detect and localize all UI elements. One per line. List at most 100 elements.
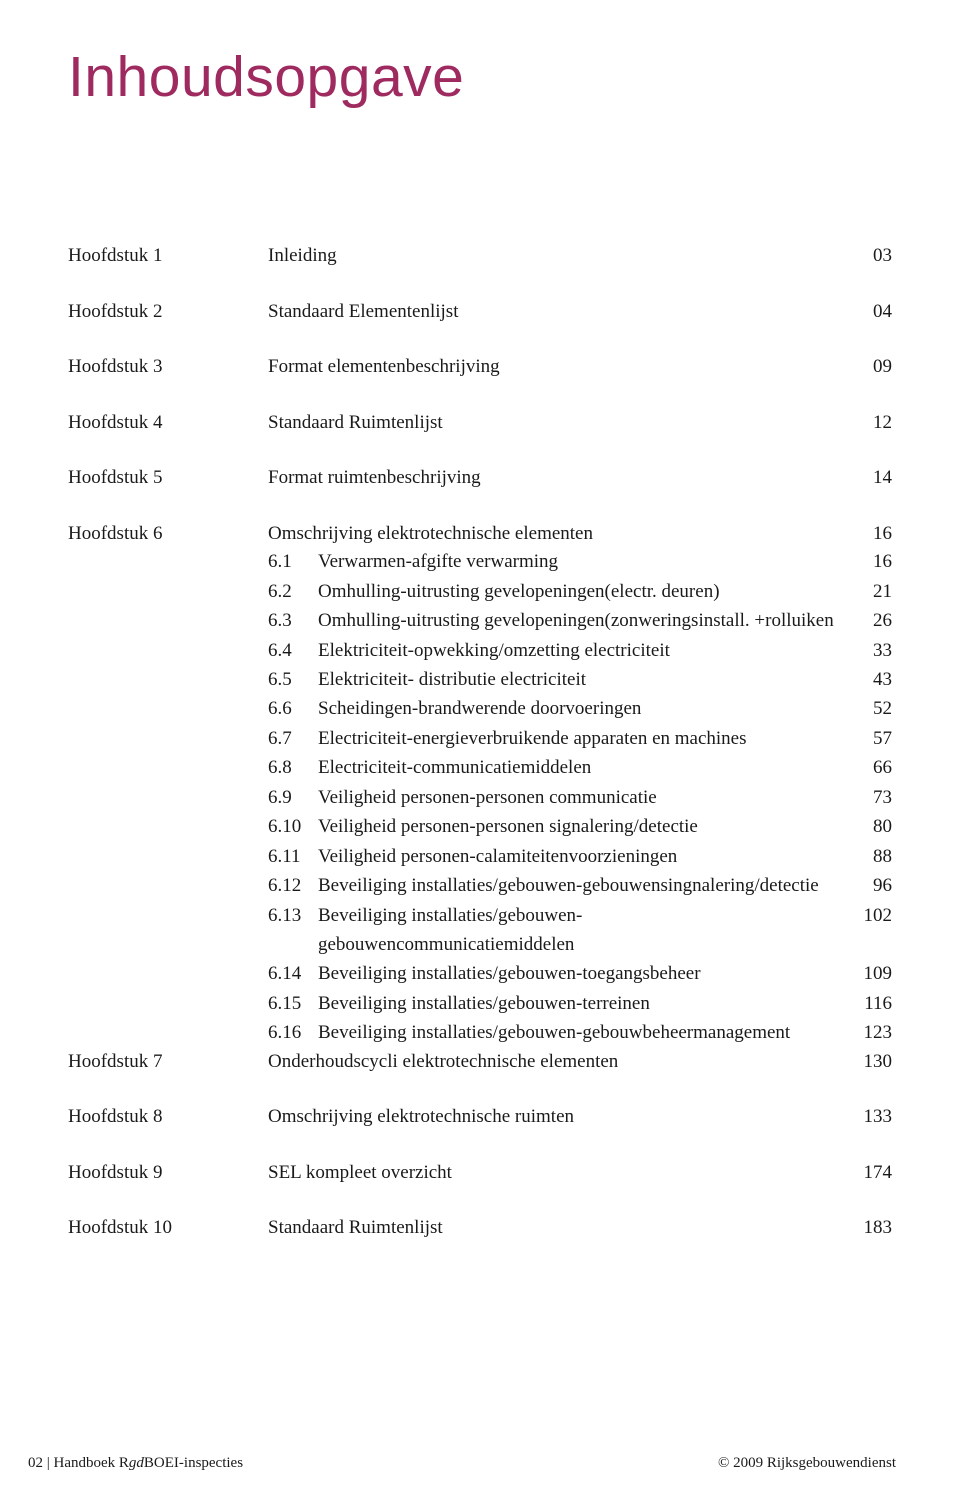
sub-title: Elektriciteit- distributie electriciteit: [318, 665, 836, 694]
toc-subrow: 6.8Electriciteit-communicatiemiddelen 66: [68, 753, 892, 782]
sub-title: Electriciteit-communicatiemiddelen: [318, 753, 836, 782]
sub-page: 123: [836, 1018, 892, 1047]
table-of-contents: Hoofdstuk 1 Inleiding 03 Hoofdstuk 2 Sta…: [68, 242, 892, 1242]
sub-title: Verwarmen-afgifte verwarming: [318, 547, 836, 576]
sub-number: 6.5: [268, 665, 318, 694]
chapter-title: Inleiding: [268, 242, 836, 270]
sub-title: Veiligheid personen-personen communicati…: [318, 783, 836, 812]
sub-page: 96: [836, 871, 892, 900]
sub-number: 6.14: [268, 959, 318, 988]
toc-row: Hoofdstuk 2 Standaard Elementenlijst 04: [68, 298, 892, 326]
chapter-title: Standaard Ruimtenlijst: [268, 409, 836, 437]
toc-row: Hoofdstuk 6 Omschrijving elektrotechnisc…: [68, 520, 892, 548]
sub-title: Elektriciteit-opwekking/omzetting electr…: [318, 636, 836, 665]
sub-page: 88: [836, 842, 892, 871]
chapter-title: Format elementenbeschrijving: [268, 353, 836, 381]
chapter-page: 133: [836, 1103, 892, 1131]
sub-title: Beveiliging installaties/gebouwen-gebouw…: [318, 1018, 836, 1047]
chapter-label: Hoofdstuk 2: [68, 298, 268, 326]
sub-title: Omhulling-uitrusting gevelopeningen(zonw…: [318, 606, 836, 635]
footer-left-prefix: 02 | Handboek R: [28, 1455, 129, 1471]
sub-number: 6.2: [268, 577, 318, 606]
toc-subrow: 6.7Electriciteit-energieverbruikende app…: [68, 724, 892, 753]
toc-row: Hoofdstuk 5 Format ruimtenbeschrijving 1…: [68, 464, 892, 492]
chapter-title: Onderhoudscycli elektrotechnische elemen…: [268, 1048, 836, 1076]
toc-subrow: 6.4Elektriciteit-opwekking/omzetting ele…: [68, 636, 892, 665]
sub-title: Electriciteit-energieverbruikende appara…: [318, 724, 836, 753]
sub-number: 6.8: [268, 753, 318, 782]
chapter-page: 16: [836, 520, 892, 548]
chapter-page: 12: [836, 409, 892, 437]
toc-row: Hoofdstuk 9 SEL kompleet overzicht 174: [68, 1159, 892, 1187]
sub-number: 6.15: [268, 989, 318, 1018]
chapter-title: Omschrijving elektrotechnische ruimten: [268, 1103, 836, 1131]
chapter-label: Hoofdstuk 5: [68, 464, 268, 492]
toc-subrow: 6.1Verwarmen-afgifte verwarming 16: [68, 547, 892, 576]
sub-page: 66: [836, 753, 892, 782]
chapter-label: Hoofdstuk 1: [68, 242, 268, 270]
toc-subrow: 6.16Beveiliging installaties/gebouwen-ge…: [68, 1018, 892, 1047]
page-title: Inhoudsopgave: [68, 44, 892, 110]
sub-title: Veiligheid personen-calamiteitenvoorzien…: [318, 842, 836, 871]
sub-title: Beveiliging installaties/gebouwen-gebouw…: [318, 901, 836, 960]
chapter-label: Hoofdstuk 10: [68, 1214, 268, 1242]
sub-number: 6.9: [268, 783, 318, 812]
chapter-page: 183: [836, 1214, 892, 1242]
sub-page: 109: [836, 959, 892, 988]
sub-title: Veiligheid personen-personen signalering…: [318, 812, 836, 841]
sub-number: 6.12: [268, 871, 318, 900]
toc-subrow: 6.5Elektriciteit- distributie electricit…: [68, 665, 892, 694]
sub-title: Beveiliging installaties/gebouwen-toegan…: [318, 959, 836, 988]
toc-subrow: 6.12Beveiliging installaties/gebouwen-ge…: [68, 871, 892, 900]
sub-page: 116: [836, 989, 892, 1018]
footer-left-suffix: BOEI-inspecties: [144, 1455, 243, 1471]
sub-number: 6.3: [268, 606, 318, 635]
sub-page: 102: [836, 901, 892, 930]
toc-subrow: 6.13Beveiliging installaties/gebouwen-ge…: [68, 901, 892, 960]
toc-row: Hoofdstuk 10 Standaard Ruimtenlijst 183: [68, 1214, 892, 1242]
sub-page: 73: [836, 783, 892, 812]
toc-row: Hoofdstuk 1 Inleiding 03: [68, 242, 892, 270]
chapter-label: Hoofdstuk 7: [68, 1048, 268, 1076]
toc-subrow: 6.6Scheidingen-brandwerende doorvoeringe…: [68, 694, 892, 723]
chapter-title: Standaard Elementenlijst: [268, 298, 836, 326]
sub-number: 6.16: [268, 1018, 318, 1047]
toc-subrow: 6.11Veiligheid personen-calamiteitenvoor…: [68, 842, 892, 871]
toc-subsection-c6: 6.1Verwarmen-afgifte verwarming 16 6.2Om…: [68, 547, 892, 1047]
sub-number: 6.11: [268, 842, 318, 871]
page-footer: 02 | Handboek RgdBOEI-inspecties © 2009 …: [28, 1455, 896, 1472]
toc-subrow: 6.2Omhulling-uitrusting gevelopeningen(e…: [68, 577, 892, 606]
chapter-title: SEL kompleet overzicht: [268, 1159, 836, 1187]
sub-page: 21: [836, 577, 892, 606]
sub-title: Beveiliging installaties/gebouwen-terrei…: [318, 989, 836, 1018]
sub-page: 16: [836, 547, 892, 576]
toc-row: Hoofdstuk 3 Format elementenbeschrijving…: [68, 353, 892, 381]
sub-page: 80: [836, 812, 892, 841]
chapter-label: Hoofdstuk 8: [68, 1103, 268, 1131]
chapter-page: 09: [836, 353, 892, 381]
sub-page: 26: [836, 606, 892, 635]
footer-right: © 2009 Rijksgebouwendienst: [718, 1455, 896, 1472]
sub-number: 6.7: [268, 724, 318, 753]
chapter-page: 14: [836, 464, 892, 492]
toc-subrow: 6.9Veiligheid personen-personen communic…: [68, 783, 892, 812]
toc-subrow: 6.15Beveiliging installaties/gebouwen-te…: [68, 989, 892, 1018]
chapter-title: Format ruimtenbeschrijving: [268, 464, 836, 492]
sub-number: 6.4: [268, 636, 318, 665]
footer-left: 02 | Handboek RgdBOEI-inspecties: [28, 1455, 243, 1472]
sub-number: 6.6: [268, 694, 318, 723]
sub-page: 57: [836, 724, 892, 753]
toc-row: Hoofdstuk 4 Standaard Ruimtenlijst 12: [68, 409, 892, 437]
chapter-page: 03: [836, 242, 892, 270]
sub-title: Scheidingen-brandwerende doorvoeringen: [318, 694, 836, 723]
chapter-page: 130: [836, 1048, 892, 1076]
chapter-page: 174: [836, 1159, 892, 1187]
sub-title: Omhulling-uitrusting gevelopeningen(elec…: [318, 577, 836, 606]
sub-title: Beveiliging installaties/gebouwen-gebouw…: [318, 871, 836, 900]
sub-number: 6.10: [268, 812, 318, 841]
sub-number: 6.1: [268, 547, 318, 576]
toc-subrow: 6.3Omhulling-uitrusting gevelopeningen(z…: [68, 606, 892, 635]
chapter-label: Hoofdstuk 4: [68, 409, 268, 437]
chapter-label: Hoofdstuk 9: [68, 1159, 268, 1187]
sub-page: 52: [836, 694, 892, 723]
